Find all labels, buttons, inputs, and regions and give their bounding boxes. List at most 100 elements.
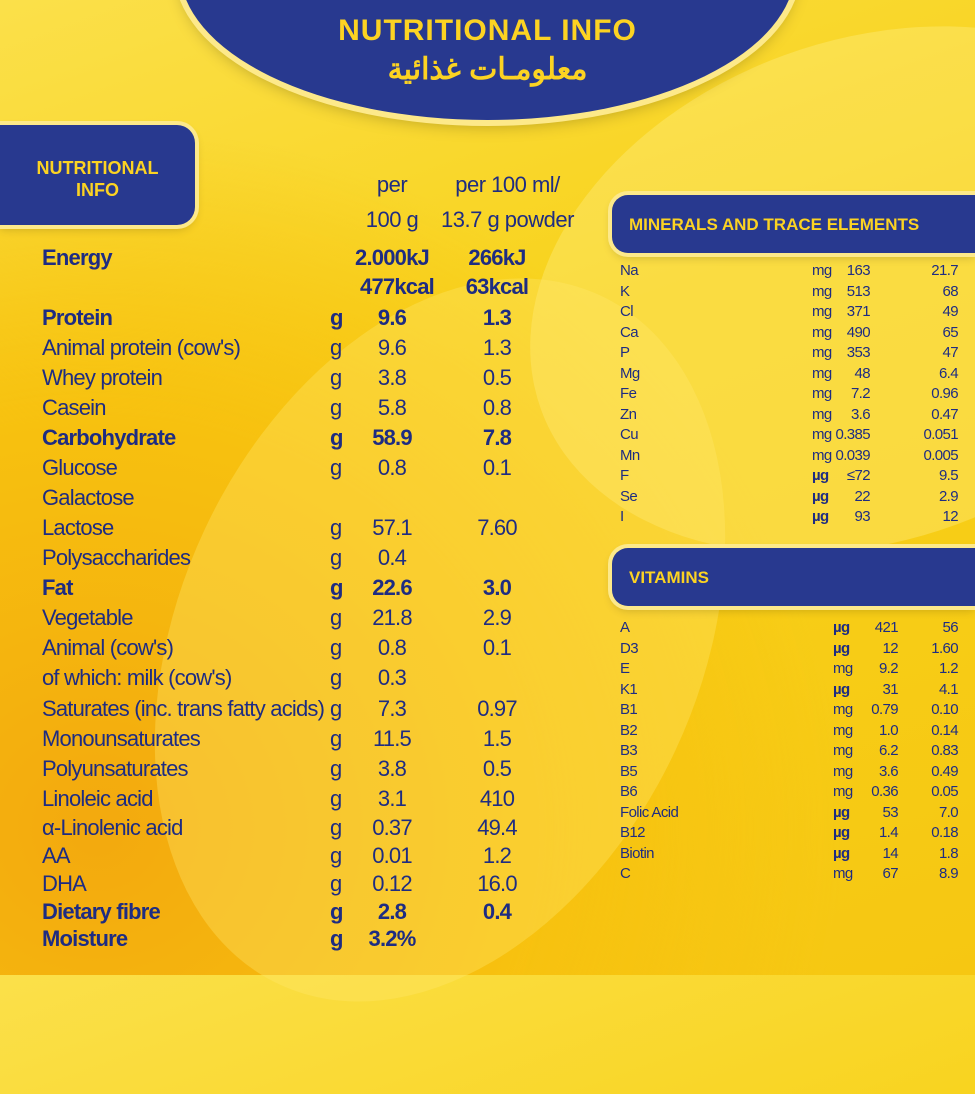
nutrient-per-100g: 0.8 — [377, 455, 407, 480]
vitamins-row: B6 mg 0.36 0.05 — [620, 782, 960, 803]
vitamins-label: A — [620, 619, 630, 636]
nutrient-per-100ml: 1.2 — [482, 843, 512, 868]
nutrient-unit: g — [330, 515, 342, 540]
minerals-row: Zn mg 3.6 0.47 — [620, 405, 960, 426]
minerals-per-100g: 48 — [854, 364, 871, 382]
minerals-per-100g: 0.039 — [835, 446, 870, 464]
nutrient-unit: g — [330, 756, 342, 781]
banner-title: NUTRITIONAL INFO — [338, 14, 637, 47]
vitamins-label: D3 — [620, 639, 639, 657]
vitamins-label: E — [620, 660, 630, 677]
nutrient-label: Dietary fibre — [42, 899, 161, 924]
vitamins-row: B12 µg 1.4 0.18 — [620, 823, 960, 844]
minerals-unit: mg — [812, 262, 832, 279]
nutrient-label: Casein — [42, 395, 106, 420]
nutrient-unit: g — [330, 926, 343, 951]
vitamins-per-100g: 53 — [882, 803, 899, 821]
vitamins-label: B6 — [620, 783, 638, 800]
vitamins-row: B3 mg 6.2 0.83 — [620, 741, 960, 762]
nutrient-label: Vegetable — [42, 605, 133, 630]
minerals-row: Ca mg 490 65 — [620, 323, 960, 344]
minerals-per-100ml: 47 — [942, 344, 959, 361]
vitamins-per-100g: 6.2 — [878, 742, 899, 759]
nutrient-label: Carbohydrate — [42, 425, 176, 450]
minerals-row: Mg mg 48 6.4 — [620, 364, 960, 385]
vitamins-per-100ml: 0.10 — [931, 701, 958, 718]
minerals-per-100ml: 65 — [942, 323, 959, 341]
minerals-per-100g: 3.6 — [850, 405, 871, 423]
minerals-per-100ml: 9.5 — [938, 467, 959, 484]
nutrient-label: Fat — [42, 575, 73, 600]
nutrient-label: Moisture — [42, 926, 128, 951]
energy-kcal-100g: 477kcal — [360, 274, 435, 299]
vitamins-per-100g: 0.79 — [871, 701, 898, 718]
minerals-per-100ml: 0.051 — [923, 426, 958, 443]
nutrient-label: Glucose — [42, 455, 118, 480]
minerals-label: Cu — [620, 426, 639, 443]
minerals-row: Mn mg 0.039 0.005 — [620, 446, 960, 467]
nutrient-per-100g: 3.8 — [377, 756, 407, 781]
nutrient-per-100ml: 410 — [479, 786, 515, 811]
minerals-unit: mg — [812, 405, 832, 423]
nutrient-label: α-Linolenic acid — [42, 815, 183, 840]
nutrient-per-100ml: 1.3 — [482, 305, 512, 330]
minerals-unit: µg — [812, 508, 829, 525]
nutrient-per-100g: 3.1 — [377, 786, 407, 811]
energy-kcal-100ml: 63kcal — [465, 274, 529, 299]
vitamins-label: C — [620, 865, 631, 882]
nutrient-unit: g — [330, 871, 342, 896]
vitamins-per-100g: 12 — [882, 639, 899, 657]
nutrient-label: Animal (cow's) — [42, 635, 174, 660]
minerals-unit: mg — [812, 426, 832, 443]
column-header-line: 100 g — [365, 207, 419, 232]
minerals-unit: mg — [812, 303, 832, 320]
energy-label: Energy — [42, 245, 113, 270]
minerals-per-100ml: 21.7 — [931, 262, 958, 279]
nutrient-per-100g: 21.8 — [372, 605, 412, 630]
nutrient-per-100g: 11.5 — [373, 726, 412, 751]
energy-kj-100g: 2.000kJ — [355, 245, 430, 270]
minerals-label: K — [620, 282, 630, 300]
minerals-per-100g: 0.385 — [835, 426, 870, 443]
nutrient-per-100ml: 1.5 — [482, 726, 512, 751]
minerals-per-100g: 7.2 — [850, 385, 871, 402]
vitamins-unit: µg — [833, 639, 850, 657]
minerals-per-100ml: 2.9 — [938, 487, 959, 505]
vitamins-row: Biotin µg 14 1.8 — [620, 844, 960, 865]
nutrient-unit: g — [330, 815, 342, 840]
nutrient-label: Lactose — [42, 515, 114, 540]
nutrient-label: Whey protein — [42, 365, 163, 390]
nutrient-unit: g — [330, 545, 342, 570]
nutrient-per-100g: 0.12 — [372, 871, 412, 896]
minerals-label: I — [620, 508, 624, 525]
nutrient-per-100ml: 1.3 — [482, 335, 512, 360]
nutrient-per-100ml: 49.4 — [477, 815, 517, 840]
vitamins-label: K1 — [620, 680, 638, 698]
minerals-row: Cl mg 371 49 — [620, 302, 960, 323]
nutrient-per-100ml: 0.5 — [482, 365, 512, 390]
vitamins-per-100ml: 8.9 — [938, 865, 959, 882]
vitamins-row: B1 mg 0.79 0.10 — [620, 700, 960, 721]
minerals-per-100g: 371 — [846, 303, 871, 320]
nutrient-label: Animal protein (cow's) — [42, 335, 241, 360]
minerals-row: Se µg 22 2.9 — [620, 487, 960, 508]
nutritional-info-tab: NUTRITIONAL INFO — [0, 125, 195, 225]
nutrient-unit: g — [330, 605, 342, 630]
minerals-per-100g: 93 — [854, 508, 871, 525]
nutrient-per-100g: 0.8 — [377, 635, 407, 660]
banner-title-arabic: معلومـات غذائية — [387, 53, 588, 86]
minerals-label: P — [620, 344, 630, 361]
nutrient-unit: g — [330, 843, 342, 868]
minerals-per-100g: 513 — [846, 282, 871, 300]
minerals-unit: mg — [812, 323, 832, 341]
nutrient-unit: g — [330, 786, 342, 811]
minerals-per-100g: ≤72 — [846, 467, 871, 484]
minerals-per-100g: 490 — [846, 323, 871, 341]
nutrient-unit: g — [330, 726, 342, 751]
vitamins-label: B3 — [620, 742, 638, 759]
vitamins-per-100ml: 1.8 — [938, 844, 959, 862]
